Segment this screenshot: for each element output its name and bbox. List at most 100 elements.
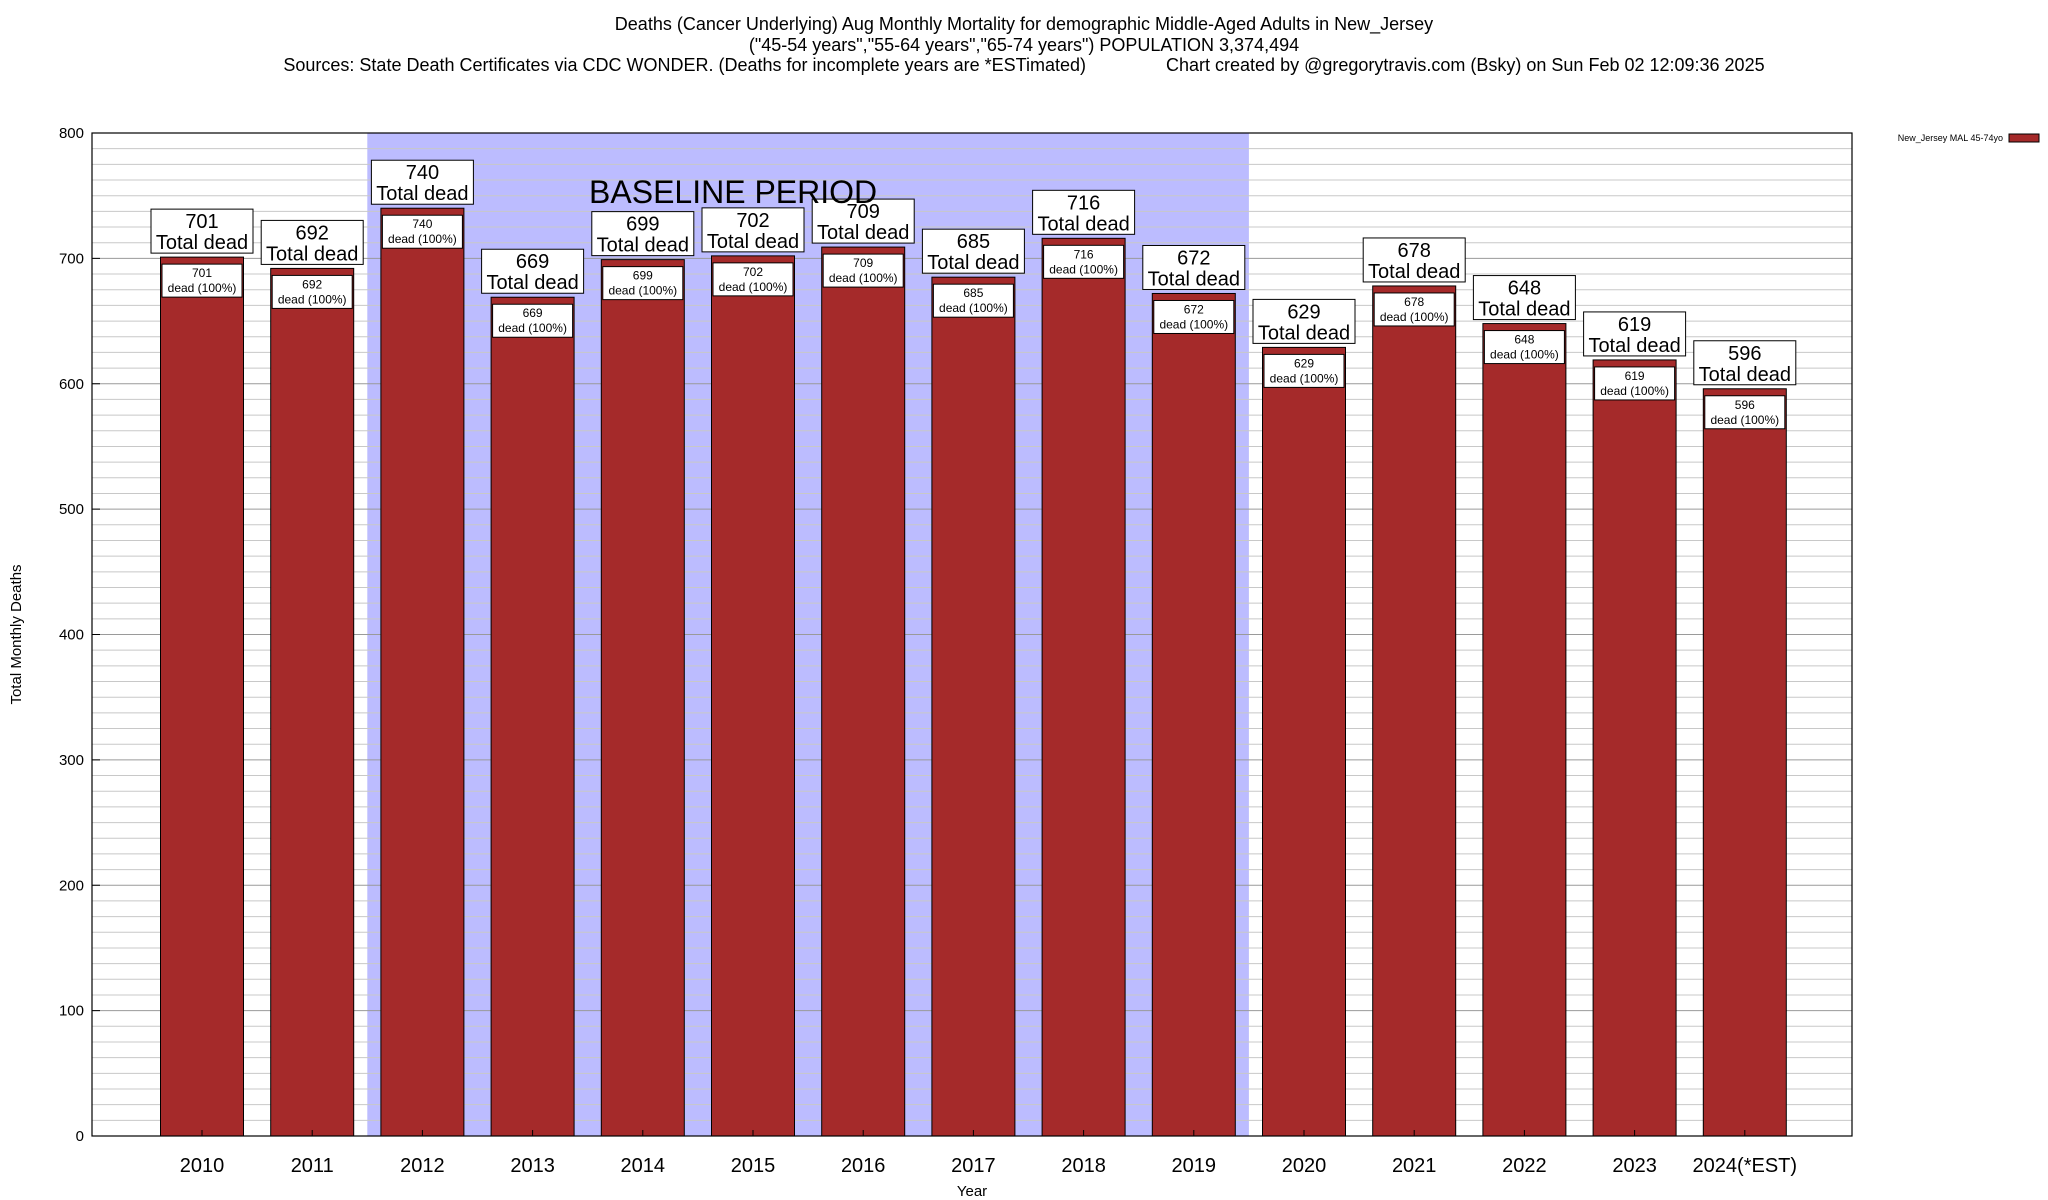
bar-inner-percent-label: dead (100%): [829, 271, 898, 285]
bar-inner-label-box: [1483, 330, 1565, 365]
bar-total-label-box: [1583, 311, 1687, 357]
bar-total-value-label: 669: [516, 251, 549, 273]
bar-inner-label-box: [1594, 366, 1676, 401]
bar-inner-value-label: 692: [302, 277, 322, 291]
bar-total-text-label: Total dead: [266, 243, 358, 265]
bar-inner-percent-label: dead (100%): [498, 321, 567, 335]
bar: [1592, 359, 1677, 1137]
bar-total-value-label: 701: [185, 211, 218, 233]
bar-inner-label-box: [271, 274, 353, 309]
bar-total-text-label: Total dead: [707, 231, 799, 253]
bar-total-label-box: [481, 248, 585, 294]
bar-total-label-box: [1693, 340, 1797, 386]
bar-inner-label-box: [1263, 353, 1345, 388]
legend-label: New_Jersey MAL 45-74yo: [1898, 133, 2003, 143]
bar-total-label-box: [1472, 275, 1576, 321]
bar-inner-percent-label: dead (100%): [1270, 371, 1339, 385]
bar-total-label-box: [1032, 189, 1136, 235]
bar: [1262, 346, 1346, 1137]
bar: [1041, 237, 1126, 1137]
bar-inner-percent-label: dead (100%): [1710, 413, 1779, 427]
x-tick-label: 2022: [1502, 1155, 1547, 1177]
bar-total-text-label: Total dead: [1588, 335, 1680, 357]
x-tick-label: 2016: [841, 1155, 886, 1177]
bar-inner-label-box: [492, 303, 574, 338]
bar-total-label-box: [1362, 237, 1466, 283]
bar-inner-percent-label: dead (100%): [1490, 348, 1559, 362]
bar-inner-value-label: 716: [1074, 247, 1094, 261]
bar-inner-label-box: [161, 263, 243, 298]
y-axis-label: Total Monthly Deaths: [8, 564, 25, 704]
bar-inner-percent-label: dead (100%): [1600, 384, 1669, 398]
bar-total-label-box: [811, 198, 915, 244]
bar-inner-value-label: 678: [1404, 295, 1424, 309]
x-tick-label: 2014: [621, 1155, 666, 1177]
bar-total-value-label: 702: [736, 210, 769, 232]
bar-total-value-label: 740: [406, 162, 439, 184]
bar-inner-value-label: 629: [1294, 356, 1314, 370]
x-tick-label: 2013: [510, 1155, 555, 1177]
bar-total-text-label: Total dead: [927, 252, 1019, 274]
bar-total-text-label: Total dead: [156, 232, 248, 254]
x-tick-label: 2018: [1061, 1155, 1106, 1177]
bar-total-text-label: Total dead: [817, 222, 909, 244]
chart-subtitle: ("45-54 years","55-64 years","65-74 year…: [748, 35, 1300, 55]
bar-total-text-label: Total dead: [1368, 261, 1460, 283]
x-axis-label: Year: [957, 1183, 987, 1200]
y-tick-label: 500: [59, 501, 84, 518]
bar-inner-label-box: [1043, 244, 1125, 279]
bar-total-label-box: [1252, 298, 1356, 344]
bar: [1482, 323, 1567, 1137]
bar-inner-label-box: [1373, 292, 1455, 327]
baseline-period-label: BASELINE PERIOD: [589, 174, 877, 210]
bar-total-text-label: Total dead: [1478, 299, 1570, 321]
bar-total-value-label: 629: [1287, 301, 1320, 323]
bar-inner-label-box: [822, 253, 904, 288]
bar-total-label-box: [1142, 244, 1246, 290]
bar-total-text-label: Total dead: [1258, 322, 1350, 344]
bar-total-value-label: 709: [847, 201, 880, 223]
y-tick-label: 300: [59, 752, 84, 769]
bar-total-value-label: 596: [1728, 343, 1761, 365]
x-tick-label: 2017: [951, 1155, 996, 1177]
bar: [380, 207, 465, 1137]
bar-inner-percent-label: dead (100%): [939, 301, 1008, 315]
bar-inner-label-box: [381, 214, 463, 249]
chart-source-line: Sources: State Death Certificates via CD…: [283, 55, 1765, 75]
bar: [1372, 285, 1457, 1137]
bar-total-label-box: [150, 208, 254, 254]
bar-total-value-label: 678: [1398, 240, 1431, 262]
x-tick-label: 2019: [1172, 1155, 1217, 1177]
bar-total-label-box: [260, 219, 364, 265]
bar-inner-value-label: 596: [1735, 398, 1755, 412]
bar: [931, 276, 1016, 1137]
bar-inner-value-label: 702: [743, 265, 763, 279]
bar-total-value-label: 692: [296, 222, 329, 244]
bar-total-text-label: Total dead: [486, 272, 578, 294]
bar-total-label-box: [921, 228, 1025, 274]
bar-inner-value-label: 701: [192, 266, 212, 280]
bar-inner-percent-label: dead (100%): [608, 284, 677, 298]
y-tick-label: 800: [59, 125, 84, 142]
bar-inner-percent-label: dead (100%): [388, 232, 457, 246]
y-tick-label: 0: [76, 1128, 84, 1145]
bar-inner-value-label: 685: [963, 286, 983, 300]
bar: [270, 267, 355, 1137]
bar-total-label-box: [701, 207, 805, 253]
y-tick-label: 400: [59, 627, 84, 644]
x-tick-label: 2023: [1612, 1155, 1657, 1177]
bar-inner-value-label: 619: [1625, 369, 1645, 383]
bar-inner-label-box: [1704, 395, 1786, 430]
chart-title: Deaths (Cancer Underlying) Aug Monthly M…: [614, 14, 1434, 34]
bar-inner-value-label: 669: [523, 306, 543, 320]
bar-total-value-label: 699: [626, 214, 659, 236]
bar-inner-percent-label: dead (100%): [168, 281, 237, 295]
bar-total-value-label: 619: [1618, 314, 1651, 336]
bar: [821, 246, 906, 1137]
bar-total-label-box: [591, 211, 695, 257]
x-tick-label: 2010: [180, 1155, 225, 1177]
x-tick-label: 2021: [1392, 1155, 1437, 1177]
x-tick-label: 2011: [291, 1155, 334, 1177]
bar-total-text-label: Total dead: [597, 235, 689, 257]
